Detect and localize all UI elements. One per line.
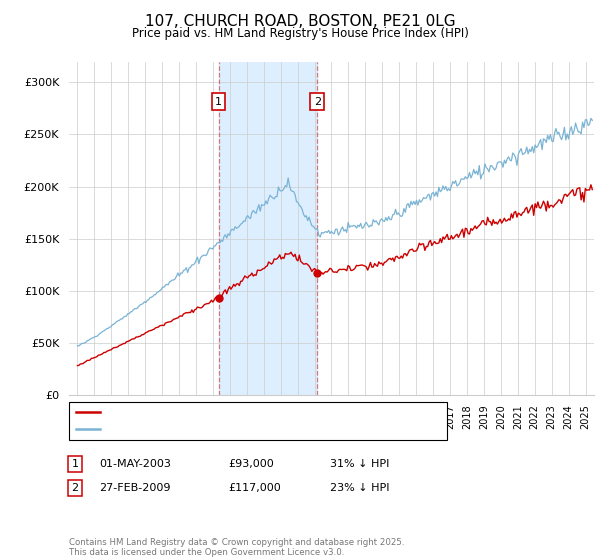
Text: 1: 1 bbox=[71, 459, 79, 469]
Text: 01-MAY-2003: 01-MAY-2003 bbox=[99, 459, 171, 469]
Text: 107, CHURCH ROAD, BOSTON, PE21 0LG (detached house): 107, CHURCH ROAD, BOSTON, PE21 0LG (deta… bbox=[104, 407, 397, 417]
Text: 31% ↓ HPI: 31% ↓ HPI bbox=[330, 459, 389, 469]
Bar bbox=[218, 62, 317, 395]
Text: 23% ↓ HPI: 23% ↓ HPI bbox=[330, 483, 389, 493]
Text: 27-FEB-2009: 27-FEB-2009 bbox=[99, 483, 170, 493]
Text: Price paid vs. HM Land Registry's House Price Index (HPI): Price paid vs. HM Land Registry's House … bbox=[131, 27, 469, 40]
Text: 2: 2 bbox=[314, 96, 321, 106]
Text: 1: 1 bbox=[215, 96, 222, 106]
Text: 2: 2 bbox=[71, 483, 79, 493]
Text: £93,000: £93,000 bbox=[228, 459, 274, 469]
Text: £117,000: £117,000 bbox=[228, 483, 281, 493]
Text: HPI: Average price, detached house, Boston: HPI: Average price, detached house, Bost… bbox=[104, 424, 323, 434]
Text: Contains HM Land Registry data © Crown copyright and database right 2025.
This d: Contains HM Land Registry data © Crown c… bbox=[69, 538, 404, 557]
Text: 107, CHURCH ROAD, BOSTON, PE21 0LG: 107, CHURCH ROAD, BOSTON, PE21 0LG bbox=[145, 14, 455, 29]
